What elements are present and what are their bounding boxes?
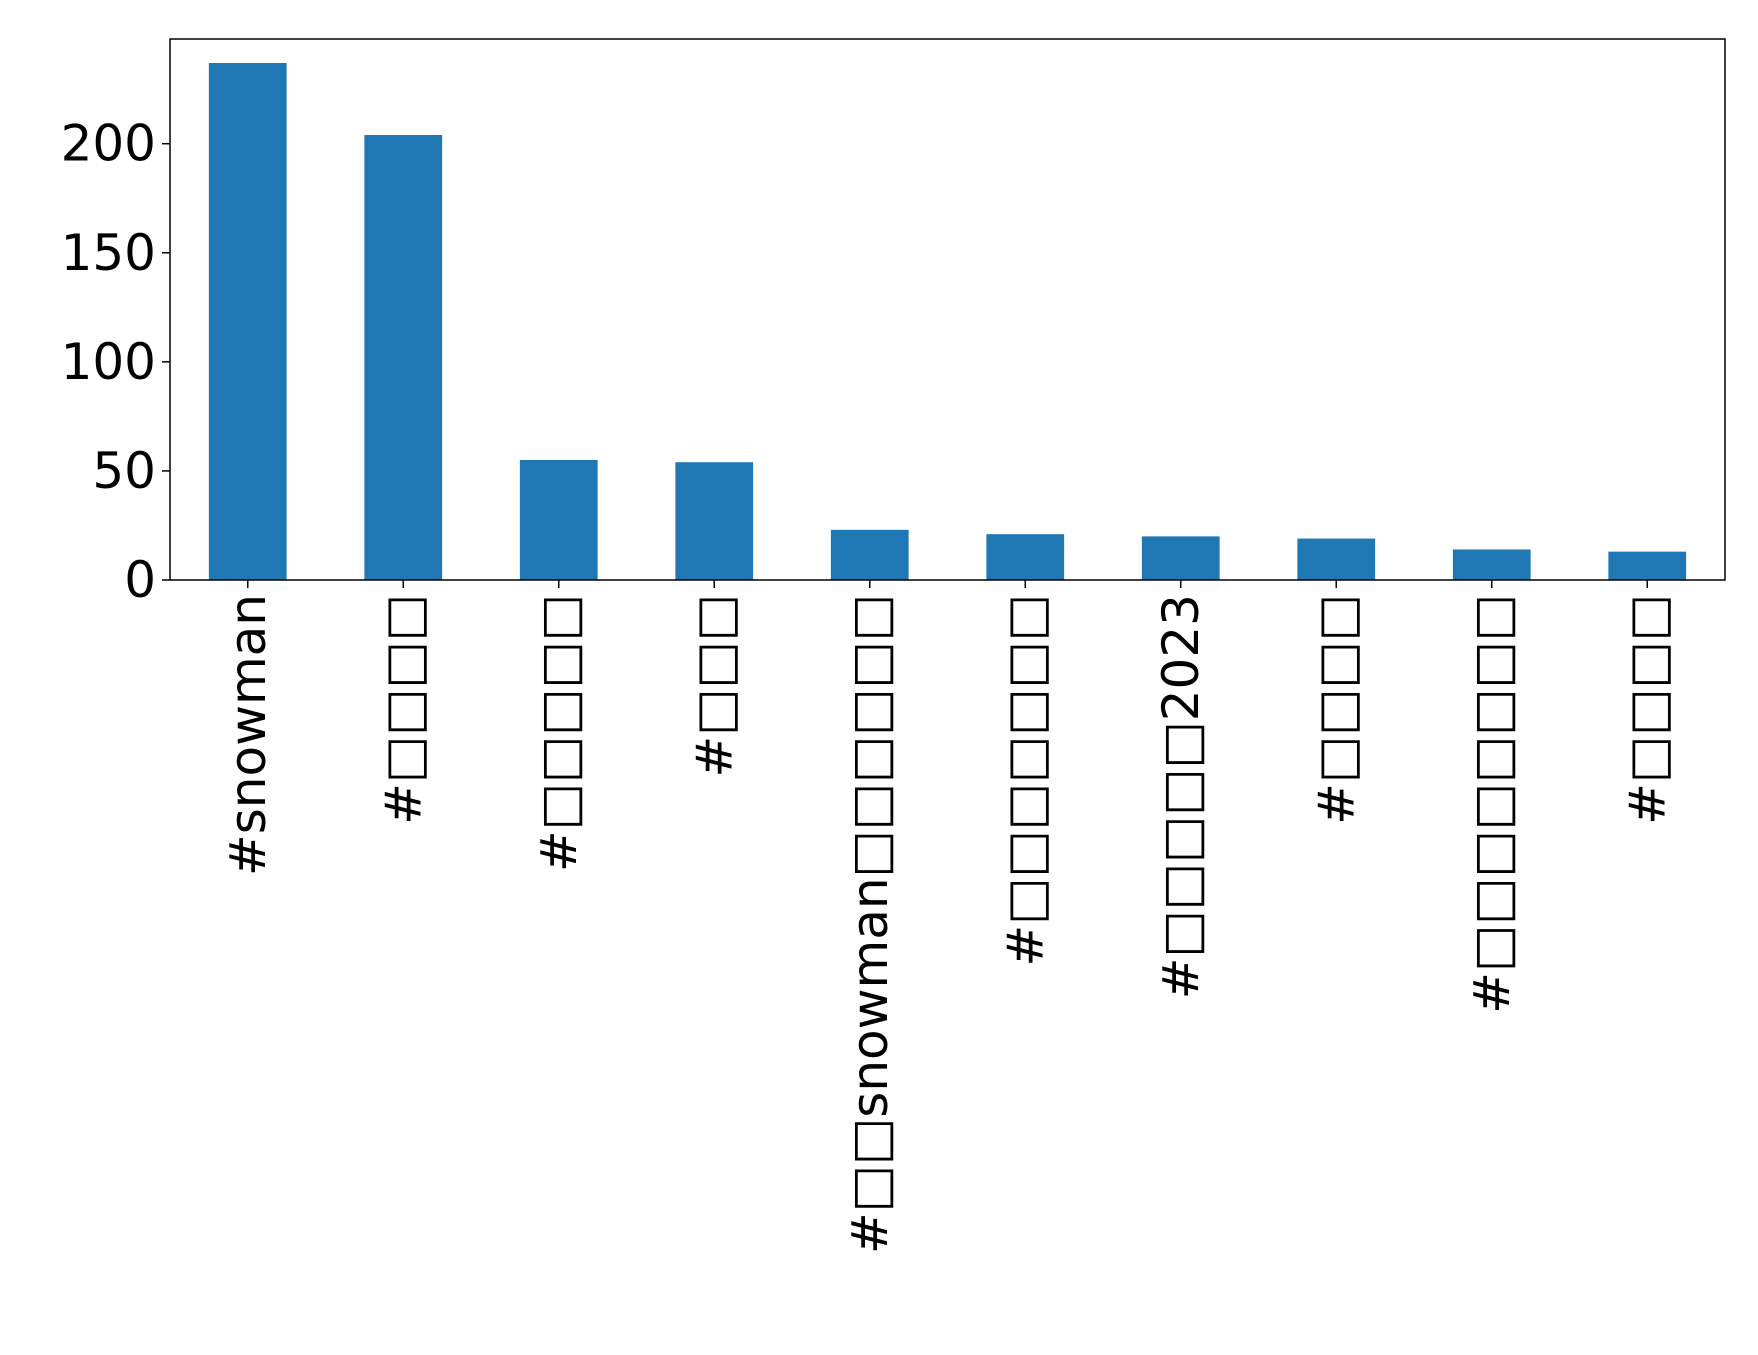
bar-8	[1452, 549, 1531, 580]
bar-5	[986, 534, 1065, 580]
x-tick-label-5: #□□□□□□□	[996, 594, 1054, 967]
bar-6	[1141, 536, 1220, 580]
bar-9	[1608, 551, 1687, 580]
y-tick-label-4: 200	[61, 115, 156, 173]
x-tick-label-3: #□□□	[685, 594, 743, 778]
y-tick-label-1: 50	[92, 442, 156, 500]
y-axis: 0 50 100 150 200	[61, 115, 170, 609]
bar-0	[208, 62, 287, 580]
x-tick-label-1: #□□□□	[374, 594, 432, 825]
bar-2	[519, 460, 598, 580]
x-tick-label-6: #□□□□□2023	[1152, 594, 1210, 999]
plot-frame	[169, 38, 1726, 581]
x-tick-label-8: #□□□□□□□□	[1463, 594, 1521, 1014]
y-tick-label-2: 100	[61, 333, 156, 391]
bar-7	[1297, 538, 1376, 580]
bar-3	[675, 462, 754, 580]
x-axis: #snowman #□□□□ #□□□□□ #□□□ #□□snowman□□□□□□ #…	[219, 580, 1676, 1254]
bar-4	[830, 529, 909, 580]
bar-1	[364, 134, 443, 580]
x-tick-label-0: #snowman	[219, 594, 277, 876]
x-tick-label-7: #□□□□	[1307, 594, 1365, 825]
x-tick-label-2: #□□□□□	[530, 594, 588, 872]
y-tick-label-0: 0	[124, 551, 156, 609]
x-tick-label-4: #□□snowman□□□□□□	[841, 594, 899, 1254]
x-tick-label-9: #□□□□	[1618, 594, 1676, 825]
bars-group	[208, 62, 1687, 580]
y-tick-label-3: 150	[61, 224, 156, 282]
